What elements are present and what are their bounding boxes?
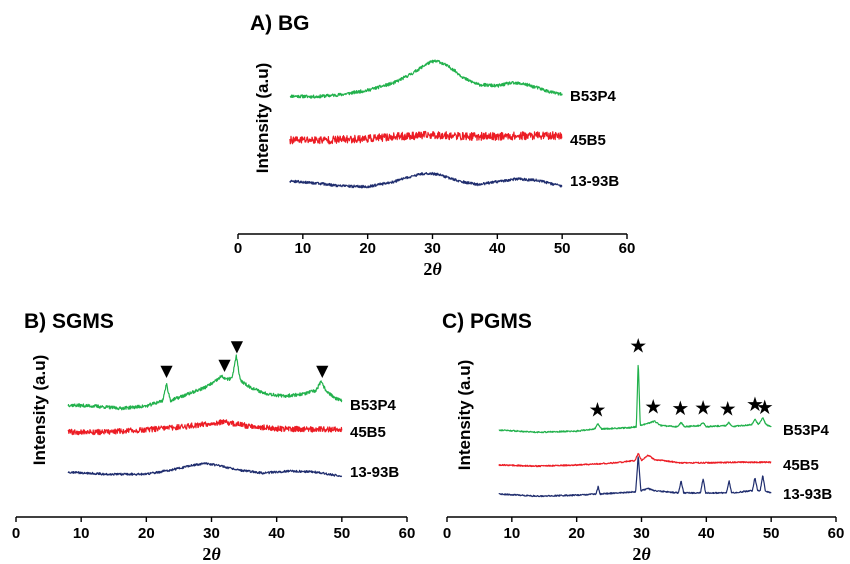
x-tick-label: 50 [333, 525, 350, 542]
x-tick-label: 10 [503, 525, 520, 542]
x-tick-label: 40 [268, 525, 285, 542]
star-marker-icon: ★ [756, 395, 774, 419]
x-tick-label: 0 [443, 525, 451, 542]
x-tick-label: 60 [828, 525, 845, 542]
x-axis-label-prefix: 2 [632, 544, 641, 564]
series-line-45b5 [289, 130, 563, 145]
x-tick-label: 0 [12, 525, 20, 542]
x-axis-label-variable: θ [211, 544, 221, 564]
star-marker-icon: ★ [694, 395, 712, 419]
series-label: 13-93B [570, 173, 619, 190]
x-axis-label: 2θ [423, 259, 442, 279]
triangle-marker-icon: ▼ [160, 361, 173, 380]
x-tick-label: 10 [294, 240, 311, 257]
x-tick-label: 30 [633, 525, 650, 542]
y-axis-label: Intensity (a.u) [30, 355, 49, 466]
series-label: 45B5 [350, 424, 386, 441]
star-marker-icon: ★ [671, 396, 689, 420]
chart-panel-c: C) PGMS Intensity (a.u) 0 10 20 30 40 50 60 2θ B53… [442, 310, 844, 564]
star-marker-icon: ★ [629, 334, 647, 358]
triangle-marker-icon: ▼ [316, 361, 329, 380]
star-marker-icon: ★ [644, 395, 662, 419]
series-line-13-93b [289, 171, 563, 189]
panel-title: B) SGMS [24, 310, 114, 333]
panel-title: A) BG [250, 12, 310, 35]
x-tick-label: 60 [619, 240, 636, 257]
series-label: 45B5 [570, 132, 606, 149]
x-tick-label: 0 [234, 240, 242, 257]
series-label: B53P4 [350, 397, 397, 414]
x-axis-label-variable: θ [641, 544, 651, 564]
chart-panel-b: B) SGMS Intensity (a.u) 0 10 20 30 40 50 60 2θ B53… [12, 310, 416, 564]
x-tick-label: 40 [489, 240, 506, 257]
x-tick-label: 60 [399, 525, 416, 542]
y-axis-label: Intensity (a.u) [253, 63, 272, 174]
series-line-13-93b [67, 462, 343, 478]
triangle-marker-icon: ▼ [218, 355, 231, 374]
series-line-45b5 [67, 419, 343, 436]
x-tick-label: 30 [424, 240, 441, 257]
series-line-b53p4 [498, 364, 772, 434]
star-marker-icon: ★ [588, 398, 606, 422]
x-axis-label-variable: θ [432, 259, 442, 279]
series-label: 45B5 [783, 457, 819, 474]
x-axis-label: 2θ [632, 544, 651, 564]
x-axis-label-prefix: 2 [423, 259, 432, 279]
star-marker-icon: ★ [719, 397, 737, 421]
x-tick-label: 30 [203, 525, 220, 542]
panel-title: C) PGMS [442, 310, 532, 333]
x-tick-label: 20 [359, 240, 376, 257]
star-marker-icon: ★ [746, 392, 764, 416]
series-label: 13-93B [350, 464, 399, 481]
series-label: B53P4 [783, 422, 830, 439]
x-axis-label-prefix: 2 [202, 544, 211, 564]
series-line-45b5 [498, 452, 772, 468]
y-axis-label: Intensity (a.u) [455, 360, 474, 471]
series-line-b53p4 [289, 59, 563, 99]
series-label: 13-93B [783, 486, 832, 503]
chart-panel-a: A) BG Intensity (a.u) 0 10 20 30 40 50 60 2θ B53P4… [234, 12, 636, 279]
x-tick-label: 40 [698, 525, 715, 542]
x-tick-label: 50 [554, 240, 571, 257]
x-tick-label: 20 [568, 525, 585, 542]
x-tick-label: 50 [763, 525, 780, 542]
x-axis-label: 2θ [202, 544, 221, 564]
triangle-marker-icon: ▼ [231, 337, 244, 356]
series-line-b53p4 [67, 354, 343, 411]
series-line-13-93b [498, 456, 772, 498]
x-tick-label: 20 [138, 525, 155, 542]
series-label: B53P4 [570, 88, 617, 105]
x-tick-label: 10 [73, 525, 90, 542]
